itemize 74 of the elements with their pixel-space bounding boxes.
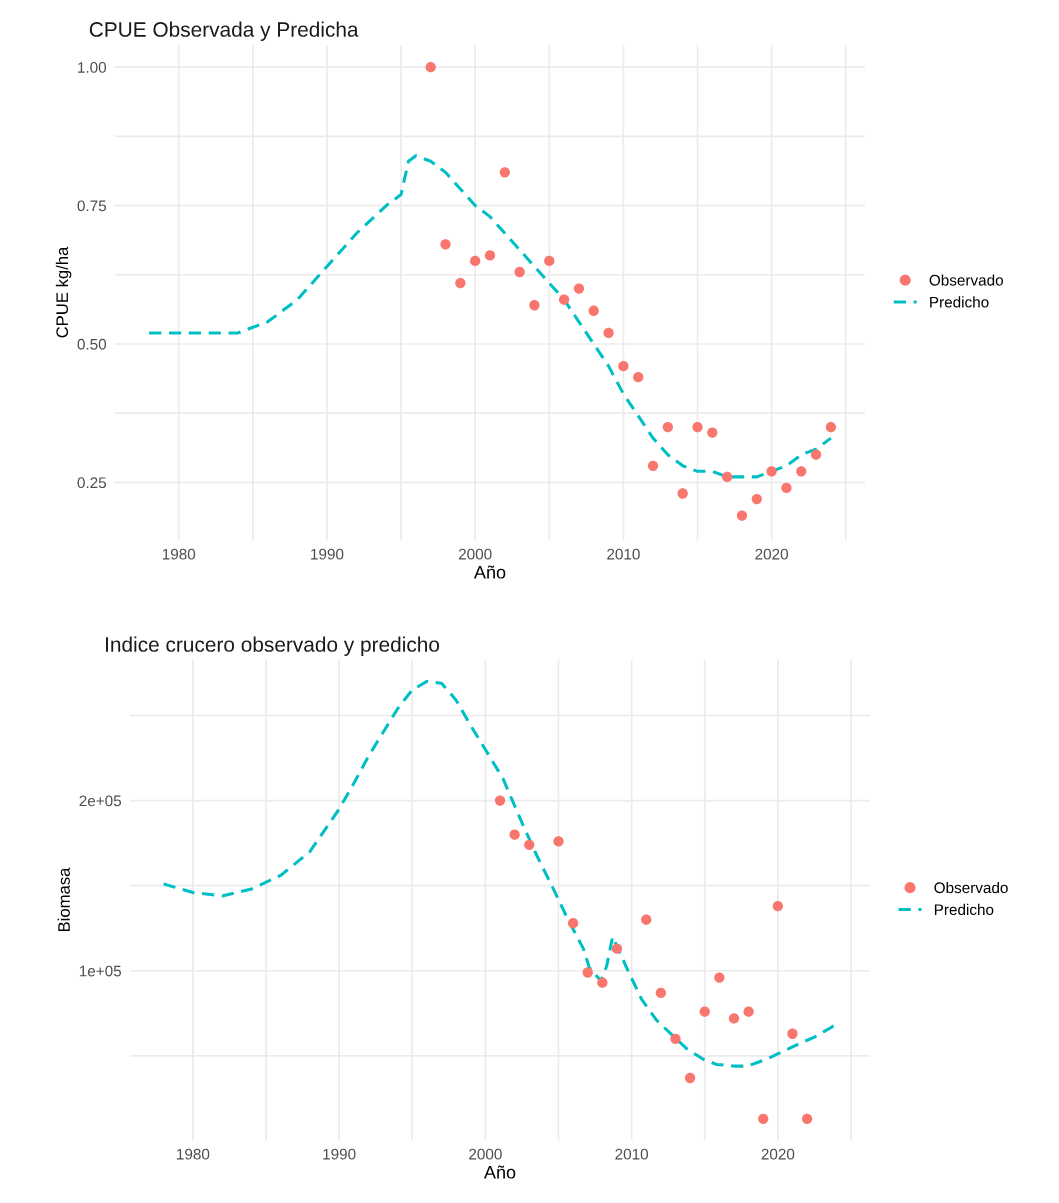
point xyxy=(567,917,579,929)
point xyxy=(597,977,608,988)
point xyxy=(603,327,614,339)
point xyxy=(455,277,466,289)
point xyxy=(707,427,718,438)
x-tick-label: 2020 xyxy=(755,548,789,560)
point xyxy=(544,255,555,267)
y-axis-title: Biomasa xyxy=(57,867,70,932)
y-tick-label: 2e+05 xyxy=(79,795,122,807)
point xyxy=(611,943,623,954)
point xyxy=(582,967,593,978)
point xyxy=(766,466,777,477)
chart-title: Indice crucero observado y predicho xyxy=(106,636,440,656)
y-tick-label: 1e+05 xyxy=(79,965,122,977)
x-axis-title: Año xyxy=(473,565,506,579)
point xyxy=(647,460,659,471)
point xyxy=(736,510,748,521)
point xyxy=(633,372,644,383)
x-tick-label: 1980 xyxy=(162,548,196,560)
point xyxy=(499,167,510,178)
point xyxy=(558,294,570,305)
point xyxy=(810,449,822,460)
point xyxy=(618,360,629,372)
y-tick-label: 1.00 xyxy=(78,62,107,73)
point xyxy=(728,1013,740,1024)
point xyxy=(714,972,725,983)
point xyxy=(758,1113,769,1125)
point xyxy=(677,488,688,499)
point xyxy=(425,62,436,73)
y-tick-label: 0.75 xyxy=(77,200,107,212)
point xyxy=(573,283,585,294)
point xyxy=(684,1072,696,1084)
point xyxy=(553,836,564,847)
y-tick-label: 0.25 xyxy=(77,477,107,489)
point xyxy=(524,839,535,850)
legend-label: Predicho xyxy=(930,296,989,308)
point xyxy=(509,829,520,840)
x-tick-label: 1990 xyxy=(311,548,344,560)
point xyxy=(494,795,506,806)
x-tick-label: 1980 xyxy=(177,1148,210,1160)
point xyxy=(670,1033,681,1045)
point xyxy=(514,266,525,278)
point xyxy=(588,305,599,316)
point xyxy=(529,300,540,311)
x-tick-label: 2000 xyxy=(458,548,492,560)
point xyxy=(781,482,792,494)
point xyxy=(641,914,652,925)
point xyxy=(801,1113,813,1125)
point xyxy=(440,239,451,250)
legend-label: Observado xyxy=(934,881,1008,894)
point xyxy=(484,250,496,261)
point xyxy=(796,466,807,477)
point xyxy=(662,421,674,433)
point xyxy=(743,1006,754,1017)
x-axis-title: Año xyxy=(483,1165,516,1179)
y-axis-title: CPUE kg/ha xyxy=(55,246,72,338)
point xyxy=(692,421,703,433)
point xyxy=(825,421,837,433)
legend-label: Observado xyxy=(929,274,1003,286)
point xyxy=(655,987,667,999)
point xyxy=(751,493,762,505)
point xyxy=(787,1028,798,1039)
x-tick-label: 1990 xyxy=(323,1148,356,1160)
legend-label: Predicho xyxy=(934,903,994,916)
point xyxy=(699,1006,710,1017)
x-tick-label: 2000 xyxy=(469,1148,502,1160)
point xyxy=(470,255,481,267)
point xyxy=(772,900,784,912)
point xyxy=(722,471,733,483)
x-tick-label: 2010 xyxy=(607,548,640,560)
y-tick-label: 0.50 xyxy=(77,338,107,350)
x-tick-label: 2010 xyxy=(615,1148,649,1160)
x-tick-label: 2020 xyxy=(761,1148,795,1160)
chart-title: CPUE Observada y Predicha xyxy=(89,21,359,41)
